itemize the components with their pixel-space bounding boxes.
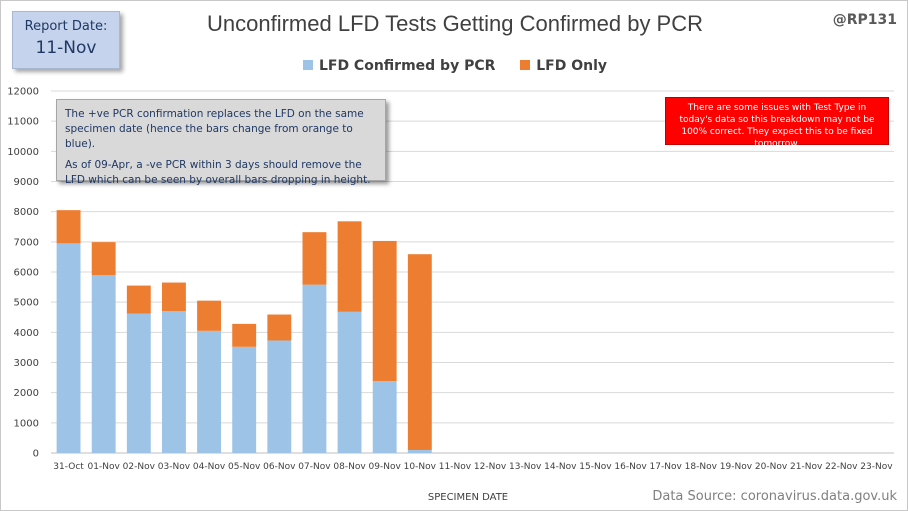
x-axis: 31-Oct 01-Nov 02-Nov 03-Nov 04-Nov 05-Nov 06-N…: [53, 462, 893, 472]
y-tick-label: 9000: [14, 177, 39, 188]
legend-label-lfd-only: LFD Only: [536, 58, 608, 74]
x-tick-label: 09-Nov: [369, 462, 402, 472]
y-axis: 0 1000 2000 3000 4000 5000 6000 7000 8000 9000 100…: [7, 87, 39, 460]
bar-lfd-only: [91, 242, 116, 276]
x-tick-label: 17-Nov: [650, 462, 683, 472]
x-tick-label: 01-Nov: [88, 462, 121, 472]
report-date-value: 11-Nov: [35, 38, 97, 58]
x-tick-label: 07-Nov: [298, 462, 331, 472]
y-tick-label: 1000: [14, 418, 39, 429]
bar-confirmed: [267, 340, 292, 453]
chart-title: Unconfirmed LFD Tests Getting Confirmed …: [207, 11, 703, 36]
y-tick-label: 2000: [14, 388, 39, 399]
bar-confirmed: [337, 311, 362, 453]
x-tick-label: 02-Nov: [123, 462, 156, 472]
y-tick-label: 5000: [14, 298, 39, 309]
legend-swatch-lfd-only: [520, 60, 531, 70]
x-tick-label: 22-Nov: [825, 462, 858, 472]
legend-item-confirmed: LFD Confirmed by PCR: [302, 58, 496, 74]
y-tick-label: 6000: [14, 268, 39, 279]
x-tick-label: 14-Nov: [544, 462, 577, 472]
bar-confirmed: [161, 311, 186, 453]
bar-confirmed: [56, 243, 81, 453]
y-tick-label: 8000: [14, 207, 39, 218]
x-tick-label: 05-Nov: [228, 462, 261, 472]
legend: LFD Confirmed by PCR LFD Only: [1, 58, 908, 74]
annotation-line-2: As of 09-Apr, a -ve PCR within 3 days sh…: [65, 159, 371, 186]
x-tick-label: 21-Nov: [790, 462, 823, 472]
bar-confirmed: [232, 346, 257, 453]
bar-lfd-only: [302, 232, 327, 285]
bar-confirmed: [302, 284, 327, 453]
x-tick-label: 18-Nov: [685, 462, 718, 472]
author-handle: @RP131: [832, 12, 897, 28]
y-tick-label: 10000: [7, 147, 39, 158]
x-tick-label: 15-Nov: [579, 462, 612, 472]
y-tick-label: 11000: [7, 117, 39, 128]
y-tick-label: 12000: [7, 87, 39, 98]
bar-lfd-only: [267, 314, 292, 341]
x-tick-label: 08-Nov: [333, 462, 366, 472]
y-tick-label: 4000: [14, 328, 39, 339]
report-date-label: Report Date:: [24, 19, 108, 34]
annotation-note: The +ve PCR confirmation replaces the LF…: [56, 99, 386, 186]
warning-box: There are some issues with Test Type in …: [665, 97, 889, 149]
bar-lfd-only: [126, 285, 151, 314]
legend-swatch-confirmed: [302, 60, 313, 70]
y-tick-label: 3000: [14, 358, 39, 369]
x-tick-label: 13-Nov: [509, 462, 542, 472]
legend-label-confirmed: LFD Confirmed by PCR: [318, 58, 496, 74]
y-tick-label: 0: [33, 449, 39, 460]
bar-confirmed: [197, 330, 222, 453]
x-tick-label: 19-Nov: [720, 462, 753, 472]
bar-lfd-only: [372, 240, 397, 382]
x-axis-title: SPECIMEN DATE: [428, 492, 508, 503]
bar-lfd-only: [56, 210, 81, 244]
bar-confirmed: [407, 449, 432, 453]
bar-lfd-only: [232, 323, 257, 347]
bar-confirmed: [372, 381, 397, 453]
x-tick-label: 10-Nov: [404, 462, 437, 472]
bar-lfd-only: [197, 300, 222, 331]
y-tick-label: 7000: [14, 237, 39, 248]
x-tick-label: 20-Nov: [755, 462, 788, 472]
legend-item-lfd-only: LFD Only: [520, 58, 607, 74]
x-tick-label: 06-Nov: [263, 462, 296, 472]
data-source: Data Source: coronavirus.data.gov.uk: [652, 489, 897, 504]
x-tick-label: 23-Nov: [860, 462, 893, 472]
bar-confirmed: [126, 313, 151, 453]
x-tick-label: 03-Nov: [158, 462, 191, 472]
bar-confirmed: [91, 275, 116, 453]
x-tick-label: 16-Nov: [614, 462, 647, 472]
bar-lfd-only: [337, 221, 362, 312]
x-tick-label: 12-Nov: [474, 462, 507, 472]
x-tick-label: 31-Oct: [53, 462, 84, 472]
bar-lfd-only: [407, 254, 432, 450]
bar-lfd-only: [161, 282, 186, 312]
annotation-line-1: The +ve PCR confirmation replaces the LF…: [65, 108, 364, 150]
report-date-box: Report Date: 11-Nov: [12, 11, 120, 69]
x-tick-label: 11-Nov: [439, 462, 472, 472]
x-tick-label: 04-Nov: [193, 462, 226, 472]
bars: [56, 210, 432, 453]
